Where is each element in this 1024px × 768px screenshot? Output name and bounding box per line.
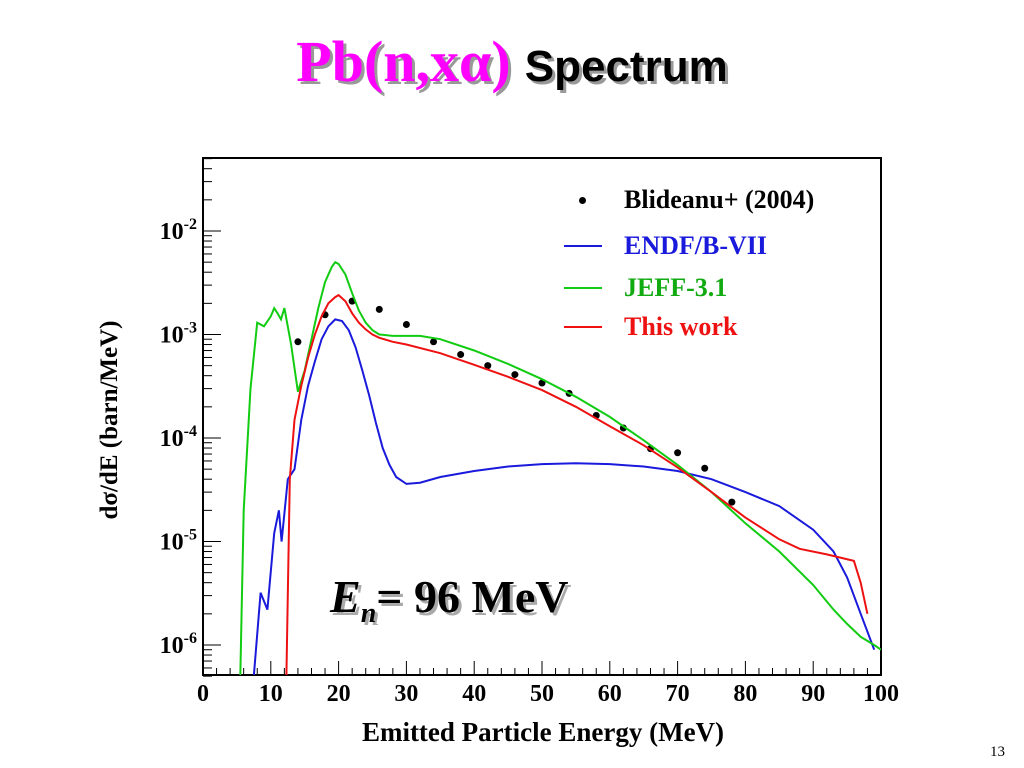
data-point-blideanu-2004 — [484, 362, 492, 370]
x-tick-label: 20 — [327, 681, 351, 707]
data-point-blideanu-2004 — [538, 379, 546, 387]
legend-marker-dot — [579, 197, 586, 204]
legend-label-jeff: JEFF-3.1 — [624, 273, 728, 302]
data-point-blideanu-2004 — [294, 338, 302, 346]
annotation-subscript: n — [360, 598, 377, 630]
legend-line-jeff — [564, 287, 602, 289]
annotation-text: = 96 MeV — [376, 571, 569, 622]
x-tick-label: 70 — [666, 681, 690, 707]
y-tick-label: 10-6 — [160, 630, 197, 659]
data-point-blideanu-2004 — [701, 464, 709, 472]
legend-label-this-work: This work — [624, 312, 738, 341]
x-tick-label: 30 — [394, 681, 418, 707]
energy-annotation: En= 96 MeV — [330, 570, 569, 630]
x-tick-label: 100 — [863, 681, 899, 707]
y-tick-label: 10-4 — [160, 423, 197, 452]
x-tick-label: 60 — [598, 681, 622, 707]
data-point-blideanu-2004 — [430, 338, 438, 346]
data-point-blideanu-2004 — [511, 371, 519, 379]
data-point-blideanu-2004 — [457, 351, 465, 359]
y-tick-label: 10-5 — [160, 527, 197, 556]
legend-line-endf — [564, 245, 602, 247]
x-tick-label: 80 — [733, 681, 757, 707]
legend-label-endf: ENDF/B-VII — [624, 231, 768, 260]
x-tick-label: 90 — [801, 681, 825, 707]
data-point-blideanu-2004 — [402, 320, 410, 328]
title-spectrum: Spectrum — [524, 42, 728, 91]
legend-line-this-work — [564, 326, 602, 328]
series-line-this-work — [285, 293, 869, 675]
series-line-jeff-3-1 — [239, 260, 881, 675]
x-tick-label: 40 — [462, 681, 486, 707]
legend-label-blideanu: Blideanu+ (2004) — [624, 185, 815, 214]
y-axis-label: dσ/dE (barn/MeV) — [96, 320, 123, 520]
slide-title: Pb(n,xα) Spectrum — [0, 28, 1024, 95]
series-line-endf-b-vii — [252, 318, 876, 675]
y-tick-label: 10-3 — [160, 320, 197, 349]
annotation-symbol: E — [330, 571, 361, 622]
x-tick-label: 0 — [197, 681, 209, 707]
x-axis-label: Emitted Particle Energy (MeV) — [361, 717, 725, 747]
title-reaction: Pb(n,xα) — [296, 29, 511, 94]
page-number: 13 — [990, 744, 1005, 760]
x-tick-label: 10 — [259, 681, 283, 707]
x-tick-label: 50 — [530, 681, 554, 707]
data-point-blideanu-2004 — [674, 449, 682, 457]
y-tick-label: 10-2 — [160, 216, 197, 245]
data-point-blideanu-2004 — [375, 305, 383, 313]
data-point-blideanu-2004 — [728, 498, 736, 506]
